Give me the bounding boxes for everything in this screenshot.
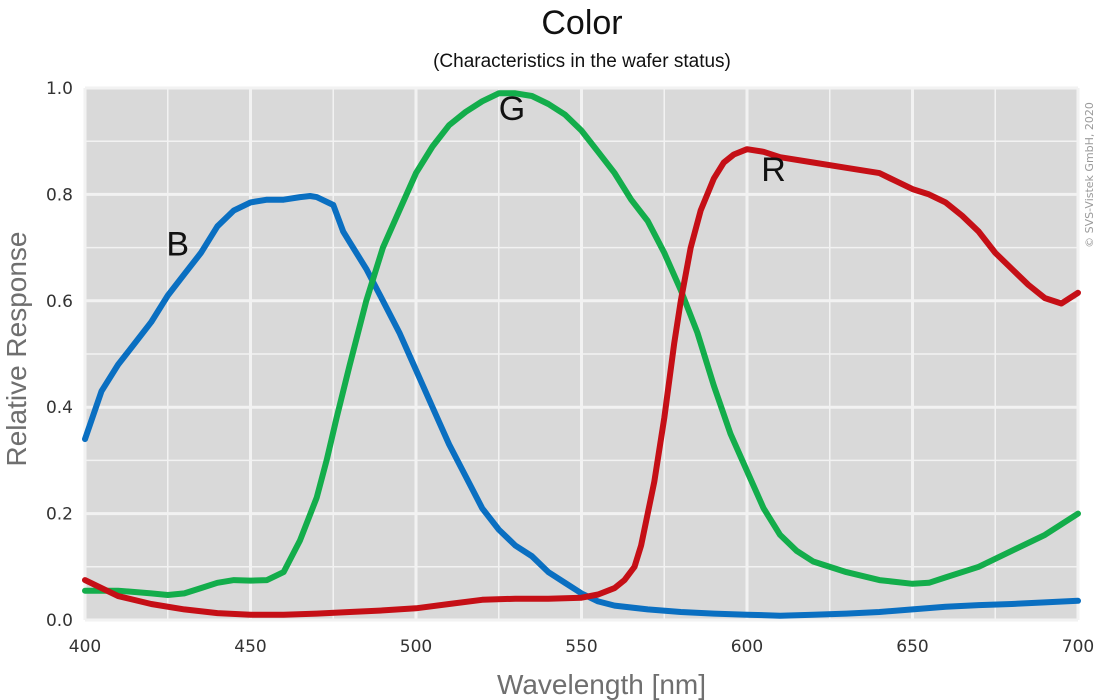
chart-title: Color xyxy=(541,4,622,42)
y-tick-label: 0.0 xyxy=(46,611,73,631)
y-tick-label: 0.4 xyxy=(46,398,73,418)
y-axis-label: Relative Response xyxy=(1,231,32,466)
copyright-notice: © SVS-Vistek GmbH, 2020 xyxy=(1083,102,1096,248)
y-tick-label: 0.6 xyxy=(46,292,73,312)
x-tick-labels: 400 450 500 550 600 650 700 xyxy=(69,637,1094,657)
series-lines xyxy=(82,90,1081,619)
curve-label-g: G xyxy=(499,90,525,128)
x-axis-label: Wavelength [nm] xyxy=(497,669,706,700)
curve-label-b: B xyxy=(166,226,189,264)
curve-label-r: R xyxy=(761,151,786,189)
y-tick-label: 0.8 xyxy=(46,185,73,205)
gridlines xyxy=(83,86,1080,622)
x-tick-label: 700 xyxy=(1062,637,1094,657)
y-tick-label: 1.0 xyxy=(46,79,73,99)
series-line-r xyxy=(82,146,1081,618)
chart-subtitle: (Characteristics in the wafer status) xyxy=(433,51,731,72)
curve-labels: B G R xyxy=(166,90,785,264)
y-tick-labels: 0.0 0.2 0.4 0.6 0.8 1.0 xyxy=(46,79,73,631)
x-tick-label: 600 xyxy=(731,637,763,657)
x-tick-label: 400 xyxy=(69,637,101,657)
series-line-g xyxy=(82,90,1081,598)
x-tick-label: 500 xyxy=(400,637,432,657)
x-tick-label: 450 xyxy=(234,637,266,657)
x-tick-label: 650 xyxy=(896,637,928,657)
series-line-b xyxy=(82,193,1081,619)
y-tick-label: 0.2 xyxy=(46,505,73,525)
x-tick-label: 550 xyxy=(565,637,597,657)
